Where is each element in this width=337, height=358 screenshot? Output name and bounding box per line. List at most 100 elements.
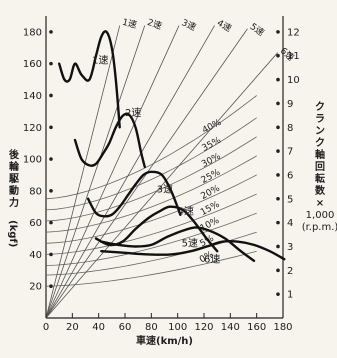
gear-line <box>45 25 180 319</box>
grade-curve <box>45 155 257 233</box>
x-tick-label: 0 <box>43 322 49 333</box>
y2-tick-label: 1 <box>287 290 293 301</box>
gear-series-label: 5速 <box>182 237 198 249</box>
gear-series-label: 4速 <box>178 206 194 218</box>
y-tick-mark <box>49 189 53 193</box>
gear-line <box>45 25 146 319</box>
gear-series-label: 6速 <box>204 253 220 265</box>
y2-axis-title-part: 1,000 <box>306 210 335 221</box>
y2-tick-mark <box>276 173 280 177</box>
gear-line-label: 5速 <box>248 21 266 38</box>
gear-series: 1速 2速 3速 4速 5速 6速 <box>58 30 286 265</box>
gear-line-label: 3速 <box>180 17 198 33</box>
y-tick-label: 140 <box>23 91 42 102</box>
y2-tick-mark <box>276 30 280 34</box>
y-tick-mark <box>49 125 53 130</box>
gear-series-label: 2速 <box>125 107 141 119</box>
y2-axis-title-part: × <box>316 198 324 209</box>
grade-curve-label: 35% <box>200 135 223 153</box>
y-tick-label: 100 <box>23 155 42 166</box>
y2-axis-title-part: ク <box>315 101 325 113</box>
gear-series-label: 3速 <box>157 183 173 195</box>
y2-tick-label: 3 <box>287 242 293 253</box>
x-tick-label: 60 <box>119 322 132 333</box>
gear-line <box>45 25 215 319</box>
y2-axis-title-part: ラ <box>315 113 325 125</box>
gear-series-line <box>73 112 146 169</box>
y-axis-title-part: 力 <box>9 196 19 209</box>
y-tick-label: 160 <box>23 59 42 70</box>
chart-frame <box>45 16 284 319</box>
y2-tick-label: 8 <box>287 123 293 134</box>
x-axis-title: 車速(km/h) <box>136 334 193 347</box>
gear-ratio-lines: 1速 2速 3速 4速 5速 6速 <box>45 17 296 319</box>
y2-tick-mark <box>276 149 280 153</box>
grade-curve <box>45 212 257 266</box>
grade-curve <box>45 174 257 244</box>
y-tick-label: 60 <box>29 218 42 229</box>
gear-line <box>45 52 279 319</box>
grade-curve <box>45 250 257 287</box>
x-tick-label: 80 <box>145 322 158 333</box>
gear-series-line <box>58 30 121 129</box>
gear-series-line <box>100 240 286 261</box>
y-tick-mark <box>49 30 53 34</box>
y2-tick-mark <box>276 268 280 273</box>
grade-curve-label: 20% <box>199 184 222 202</box>
y-axis-title-part: 後 <box>9 148 20 161</box>
grade-curves: 40%35%30%25%20%15%10%5%0% <box>45 95 257 287</box>
y2-tick-label: 10 <box>287 75 300 86</box>
y-axis-title-part: 輪 <box>9 160 20 173</box>
y2-tick-label: 12 <box>287 27 300 38</box>
y2-axis-title-part: 数 <box>315 184 326 197</box>
x-tick-label: 20 <box>66 322 79 333</box>
y-tick-label: 180 <box>23 27 42 38</box>
y2-tick-label: 4 <box>287 218 293 229</box>
grade-curve <box>45 193 257 255</box>
gear-line-label: 2速 <box>146 17 163 32</box>
grade-curve-label: 30% <box>200 152 223 170</box>
y2-axis-title-part: 回 <box>315 161 325 173</box>
y-axis-title-part: 動 <box>9 184 19 197</box>
x-tick-label: 140 <box>221 322 240 333</box>
y2-tick-mark <box>276 220 280 225</box>
grade-curve-label: 15% <box>199 200 222 218</box>
x-tick-label: 40 <box>92 322 105 333</box>
y-axis-title-part: (kgf) <box>7 220 18 247</box>
y-tick-mark <box>49 220 53 225</box>
x-tick-label: 180 <box>273 322 292 333</box>
gear-series-label: 1速 <box>92 55 108 67</box>
x-tick-label: 120 <box>194 322 213 333</box>
x-tick-label: 100 <box>168 322 187 333</box>
y2-axis-title-part: ン <box>315 126 325 137</box>
y-axis-title-part: 駆 <box>8 173 19 185</box>
y-tick-mark <box>49 284 53 289</box>
y2-axis-title-part: 軸 <box>315 148 325 161</box>
gear-line-label: 1速 <box>121 17 138 31</box>
grade-curve-label: 40% <box>201 118 224 136</box>
gear-line <box>45 25 121 319</box>
y2-axis-title-part: 転 <box>315 172 325 185</box>
grade-curve <box>45 95 257 200</box>
grade-curve <box>45 117 257 211</box>
y2-tick-label: 2 <box>287 266 293 277</box>
gear-line-label: 4速 <box>215 18 233 35</box>
y2-axis-title-part: (r.p.m.) <box>302 222 337 233</box>
y-tick-mark <box>49 61 53 66</box>
y-tick-mark <box>49 93 53 98</box>
gear-series-line <box>86 170 182 218</box>
y2-tick-label: 7 <box>287 147 293 158</box>
y2-tick-mark <box>276 101 280 106</box>
gear-series-line <box>100 226 256 262</box>
y-tick-label: 20 <box>29 282 42 293</box>
y2-tick-mark <box>276 292 280 296</box>
axis-ticks: 0 20 40 60 80 100 120 140 160 1802040608010012014… <box>23 27 300 333</box>
y-tick-label: 40 <box>29 250 42 261</box>
y2-axis-title-part: ク <box>315 137 325 149</box>
y2-tick-mark <box>276 53 280 58</box>
y-tick-label: 120 <box>23 123 42 134</box>
y2-tick-mark <box>276 77 280 82</box>
y-tick-label: 80 <box>29 186 42 197</box>
y2-tick-mark <box>276 125 280 130</box>
